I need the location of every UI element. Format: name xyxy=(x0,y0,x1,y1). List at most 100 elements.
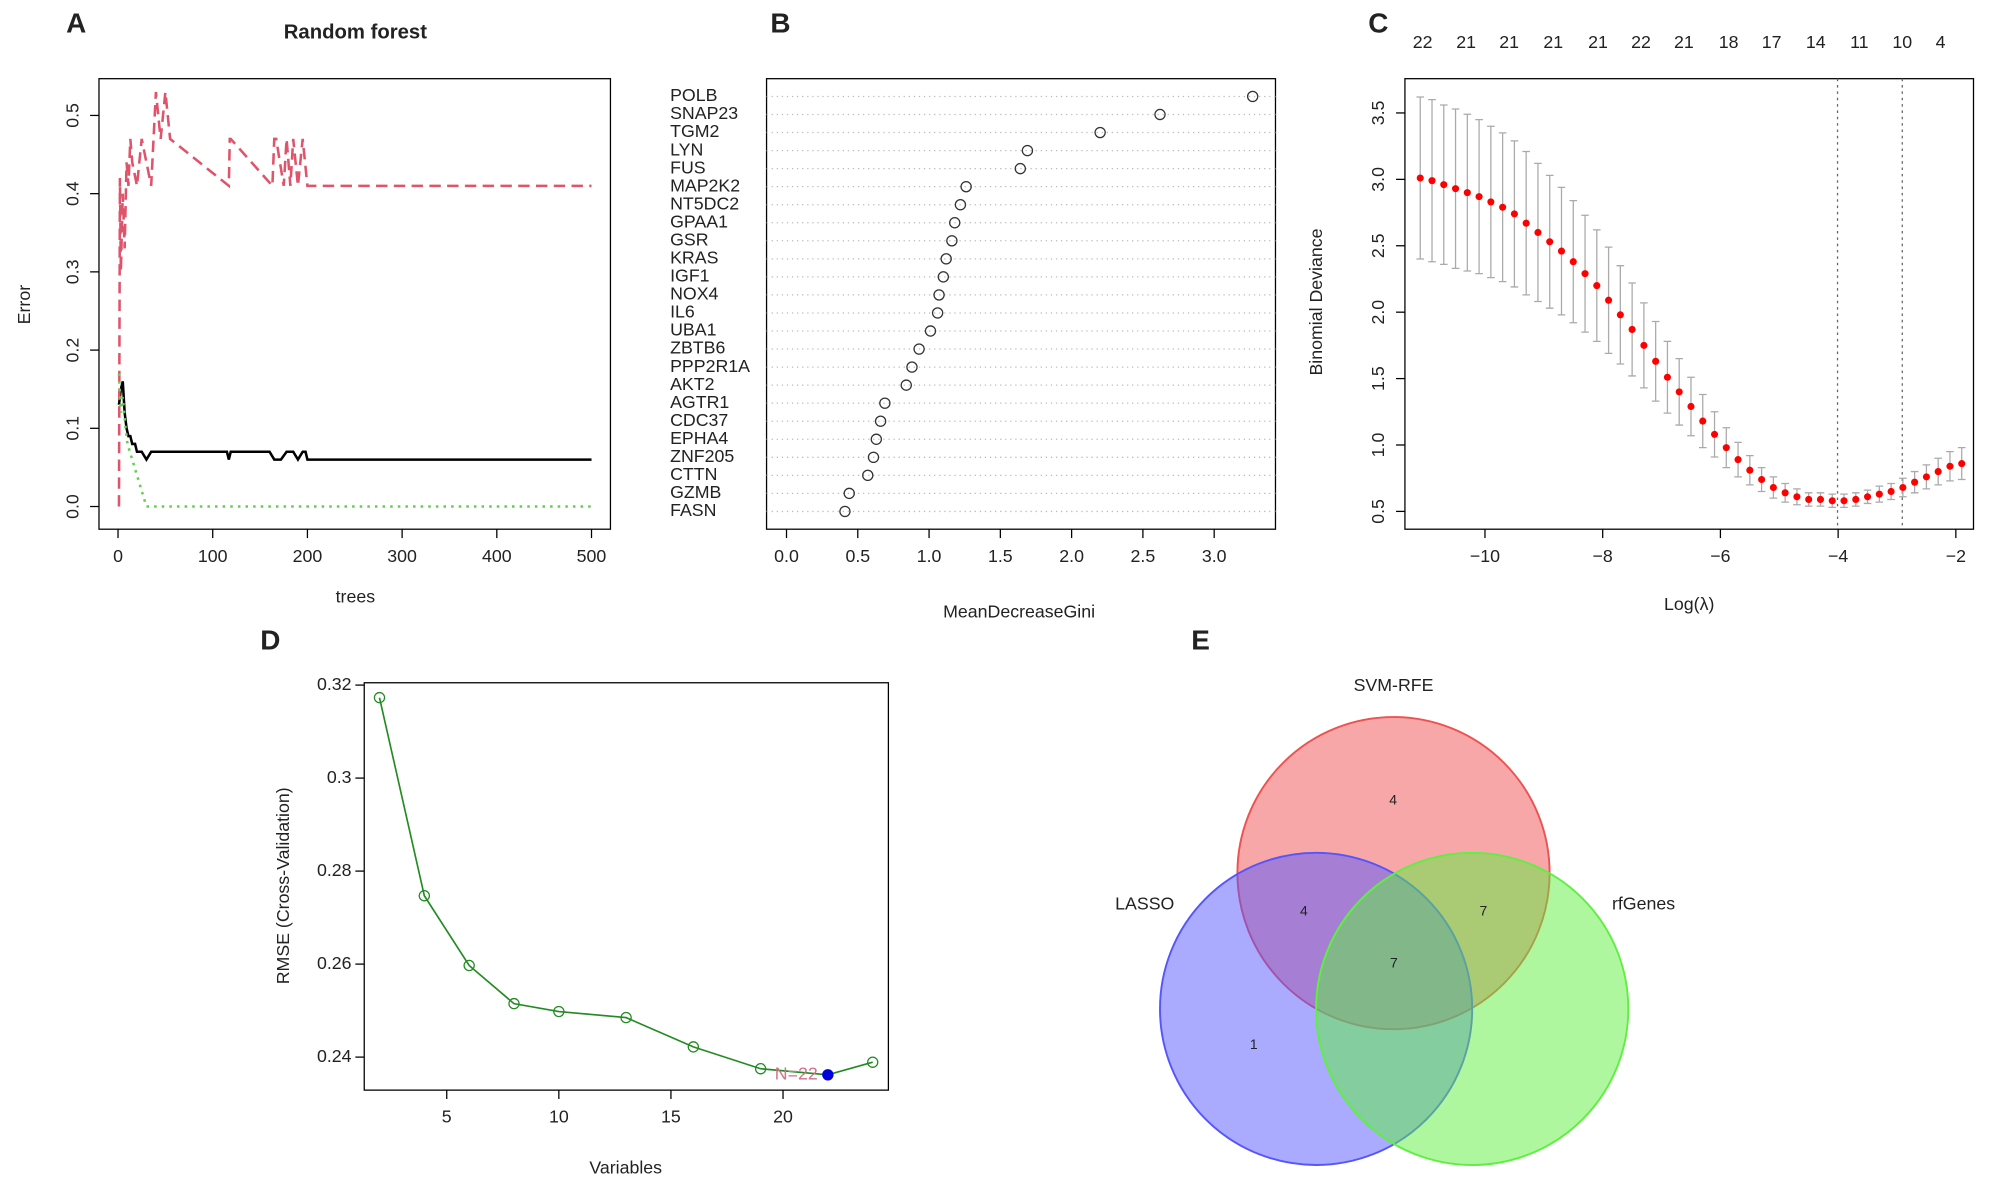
point xyxy=(822,1069,834,1081)
point xyxy=(1758,475,1766,484)
x-tick-label: −2 xyxy=(1946,546,1966,566)
point xyxy=(1793,493,1801,501)
point xyxy=(1852,495,1860,504)
dot xyxy=(1014,162,1027,175)
point xyxy=(754,1063,767,1075)
dot xyxy=(874,415,887,427)
point xyxy=(1569,258,1577,266)
category-label: MAP2K2 xyxy=(670,175,740,195)
point xyxy=(1769,483,1777,492)
point xyxy=(687,1041,700,1053)
y-tick-label: 2.5 xyxy=(1368,233,1388,258)
category-label: LYN xyxy=(670,139,703,159)
point xyxy=(1628,325,1636,333)
point xyxy=(1475,193,1483,201)
category-label: KRAS xyxy=(670,248,718,268)
series-line xyxy=(117,373,592,508)
y-tick-label: 2.0 xyxy=(1368,300,1388,325)
y-axis-label: Binomial Deviance xyxy=(1306,228,1326,375)
top-tick-label: 21 xyxy=(1674,32,1694,52)
category-label: GPAA1 xyxy=(670,211,728,231)
dot xyxy=(960,180,972,193)
category-label: TGM2 xyxy=(670,121,719,141)
category-label: ZNF205 xyxy=(670,446,734,466)
dot xyxy=(870,433,883,445)
category-label: PPP2R1A xyxy=(670,356,750,376)
point xyxy=(1922,473,1930,481)
region-count: 1 xyxy=(1250,1036,1258,1052)
point xyxy=(1699,417,1707,425)
x-axis-label: trees xyxy=(336,586,376,606)
dot xyxy=(862,469,874,482)
x-tick-label: −10 xyxy=(1470,546,1500,566)
dot xyxy=(1021,144,1034,157)
x-tick-label: 2.5 xyxy=(1131,546,1156,566)
point xyxy=(1416,174,1424,182)
top-tick-label: 18 xyxy=(1719,32,1739,52)
x-tick-label: −8 xyxy=(1593,546,1613,566)
x-axis-label: MeanDecreaseGini xyxy=(943,602,1095,622)
top-tick-label: 10 xyxy=(1892,32,1912,52)
point xyxy=(508,997,520,1010)
x-tick-label: 400 xyxy=(482,546,512,566)
y-tick-label: 0.0 xyxy=(62,494,82,519)
top-tick-label: 11 xyxy=(1850,32,1868,52)
point xyxy=(1805,495,1813,504)
point xyxy=(1816,495,1825,504)
point xyxy=(1663,373,1671,381)
x-tick-label: 500 xyxy=(577,546,607,566)
point xyxy=(1958,460,1966,468)
point xyxy=(1675,388,1683,396)
x-tick-label: 200 xyxy=(293,546,323,566)
point xyxy=(1522,219,1530,227)
dot xyxy=(931,307,944,319)
category-label: EPHA4 xyxy=(670,428,728,448)
plot-frame xyxy=(1404,78,1975,530)
category-label: GZMB xyxy=(670,482,721,502)
y-tick-label: 0.24 xyxy=(317,1046,352,1066)
category-label: CTTN xyxy=(670,464,717,484)
panel-letter: C xyxy=(1368,8,1388,39)
x-tick-label: 0 xyxy=(113,546,123,566)
y-tick-label: 0.1 xyxy=(62,416,82,441)
series-line xyxy=(117,91,592,507)
dot xyxy=(946,235,958,247)
category-label: AGTR1 xyxy=(670,392,729,412)
point xyxy=(1781,489,1789,497)
point xyxy=(1652,357,1660,365)
dot xyxy=(843,487,855,500)
dot xyxy=(1154,108,1166,121)
category-label: NT5DC2 xyxy=(670,193,739,213)
dot xyxy=(913,343,925,355)
top-tick-label: 4 xyxy=(1936,32,1946,52)
point xyxy=(1946,462,1954,470)
x-tick-label: 2.0 xyxy=(1059,546,1084,566)
point xyxy=(1734,456,1742,464)
set-label: rfGenes xyxy=(1612,894,1675,914)
set-label: SVM-RFE xyxy=(1354,675,1434,695)
category-label: IGF1 xyxy=(670,266,709,286)
y-axis-label: Error xyxy=(14,285,34,325)
point xyxy=(1581,270,1589,278)
top-tick-label: 21 xyxy=(1588,32,1608,52)
category-label: AKT2 xyxy=(670,374,714,394)
category-label: UBA1 xyxy=(670,320,716,340)
point xyxy=(1510,210,1518,218)
point xyxy=(1875,490,1883,498)
point xyxy=(1687,402,1695,411)
region-count: 7 xyxy=(1480,902,1488,918)
dot xyxy=(940,253,952,265)
panel-letter: D xyxy=(260,625,280,656)
x-tick-label: 100 xyxy=(198,546,228,566)
point xyxy=(1451,185,1460,193)
x-tick-label: 10 xyxy=(549,1107,569,1127)
point xyxy=(1557,247,1566,255)
point xyxy=(373,691,386,704)
x-tick-label: 5 xyxy=(442,1107,452,1127)
x-tick-label: 3.0 xyxy=(1202,546,1227,566)
point xyxy=(1722,444,1730,452)
y-tick-label: 0.3 xyxy=(327,767,352,787)
point xyxy=(1534,228,1542,237)
point xyxy=(1616,311,1624,319)
